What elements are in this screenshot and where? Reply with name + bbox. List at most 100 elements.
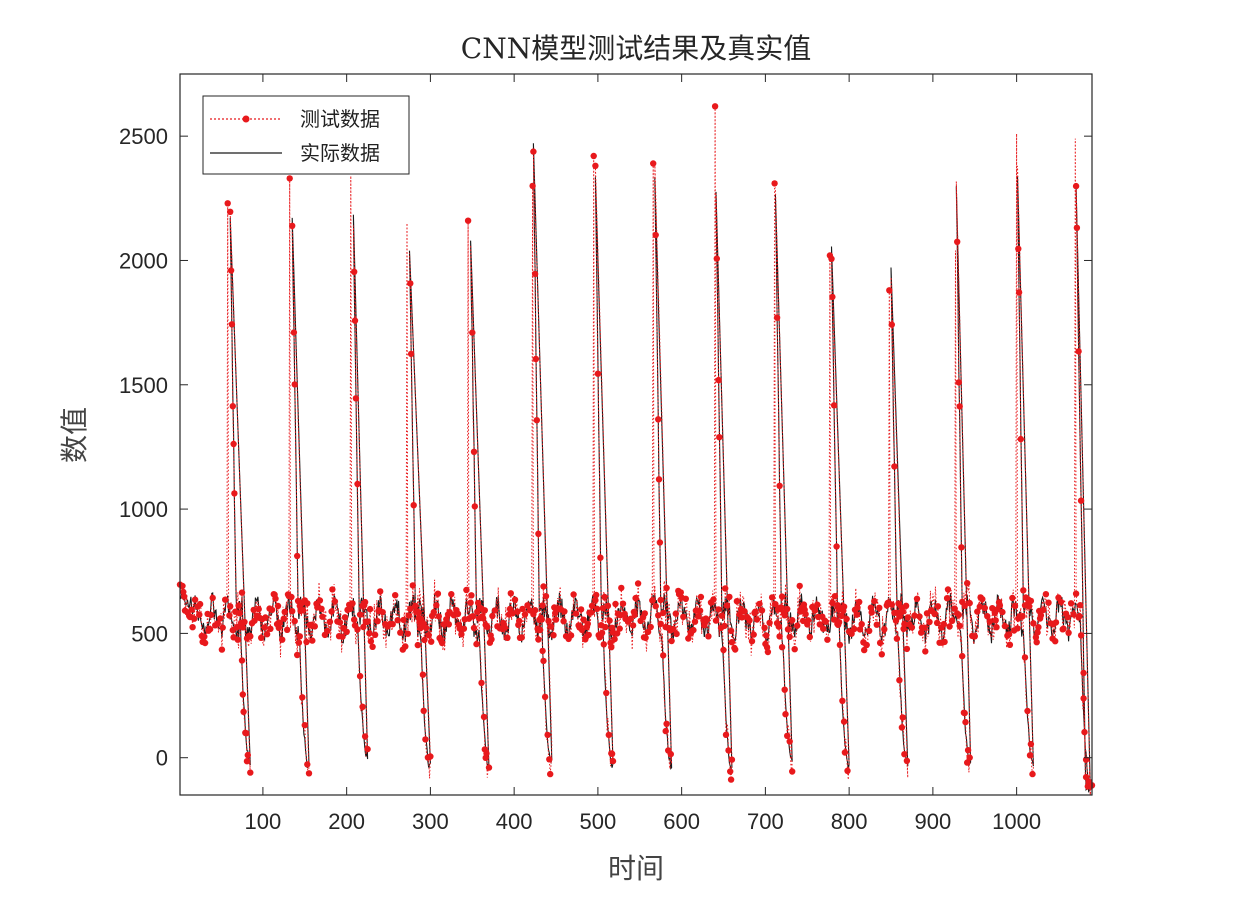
test-data-point (488, 636, 495, 643)
test-data-point (1014, 625, 1021, 632)
test-data-point (619, 600, 627, 607)
test-data-point (519, 605, 526, 613)
test-data-point (655, 612, 662, 619)
test-data-point (836, 641, 844, 649)
test-data-point (291, 381, 298, 388)
test-data-point (900, 625, 907, 632)
test-data-point (470, 624, 478, 632)
test-data-point (1082, 773, 1090, 781)
legend-label-actual-data: 实际数据 (300, 141, 380, 165)
test-data-point (766, 619, 773, 626)
test-data-point (294, 552, 301, 560)
test-data-point (763, 632, 770, 639)
test-data-point (715, 606, 722, 613)
test-data-point (316, 597, 324, 604)
test-data-point (351, 268, 358, 275)
test-data-point (775, 623, 782, 630)
test-data-point (715, 376, 722, 384)
test-data-point (722, 585, 729, 592)
test-data-point (469, 613, 477, 620)
test-data-point (191, 596, 199, 603)
test-data-point (405, 612, 412, 619)
test-data-point (781, 612, 788, 619)
test-data-point (690, 626, 697, 634)
test-data-point (598, 629, 606, 637)
test-data-point (504, 634, 511, 641)
test-data-point (1019, 613, 1026, 620)
test-data-point (956, 403, 963, 410)
test-data-point (642, 634, 649, 641)
test-data-point (677, 589, 684, 596)
legend-label-test-data: 测试数据 (300, 107, 380, 131)
test-data-point (670, 625, 677, 633)
test-data-point (352, 395, 360, 402)
test-data-point (229, 403, 236, 410)
test-data-point (243, 730, 250, 737)
test-data-point (354, 480, 361, 488)
test-data-point (655, 416, 662, 423)
test-data-point (422, 736, 429, 743)
test-data-point (435, 613, 442, 620)
test-data-point (480, 615, 487, 622)
test-data-point (539, 602, 546, 609)
test-data-point (822, 618, 829, 625)
test-data-point (356, 611, 364, 618)
test-data-point (913, 595, 921, 602)
test-data-point (784, 732, 791, 739)
test-data-point (773, 314, 781, 321)
test-data-point (856, 598, 863, 606)
test-data-point (1035, 624, 1042, 631)
test-data-point (367, 638, 375, 645)
test-data-point (230, 440, 237, 448)
test-data-point (410, 502, 417, 509)
test-data-point (413, 608, 420, 615)
series-test-data (176, 103, 1096, 796)
test-data-point (404, 630, 411, 637)
test-data-point (1027, 740, 1035, 748)
test-data-point (584, 620, 591, 627)
test-data-point (227, 603, 234, 610)
test-data-point (448, 591, 455, 598)
test-data-point (371, 631, 379, 638)
test-data-point (460, 625, 468, 632)
test-data-point (480, 713, 488, 721)
test-data-point (1034, 629, 1041, 636)
test-data-point (281, 608, 288, 616)
test-data-point (1011, 602, 1019, 610)
test-data-point (657, 620, 664, 627)
test-data-point (247, 633, 254, 640)
test-data-point (445, 621, 452, 628)
test-data-point (1073, 224, 1081, 231)
test-data-point (848, 630, 855, 637)
test-data-point (421, 636, 428, 644)
test-data-point (279, 636, 286, 643)
test-data-point (829, 599, 836, 607)
test-data-point (629, 622, 637, 629)
test-data-point (830, 402, 838, 409)
test-data-point (705, 633, 712, 640)
test-data-point (191, 615, 198, 622)
test-data-point (921, 624, 928, 631)
test-data-point (899, 608, 906, 615)
test-data-point (784, 626, 792, 633)
y-axis-label: 数值 (58, 407, 91, 463)
test-data-point (723, 602, 731, 609)
test-data-point (299, 694, 306, 701)
test-data-point (588, 602, 596, 610)
test-data-point (580, 616, 587, 623)
test-data-point (831, 593, 839, 600)
test-data-point (958, 544, 965, 551)
test-data-point (572, 610, 580, 617)
test-data-point (597, 554, 604, 561)
test-data-point (966, 754, 973, 761)
test-data-point (196, 600, 204, 608)
test-data-point (1026, 752, 1034, 759)
test-data-point (750, 631, 757, 638)
test-data-point (931, 610, 938, 618)
test-data-point (267, 625, 274, 632)
test-data-point (871, 598, 878, 605)
test-data-point (697, 593, 705, 601)
test-data-point (535, 530, 542, 537)
test-data-point (824, 636, 831, 643)
